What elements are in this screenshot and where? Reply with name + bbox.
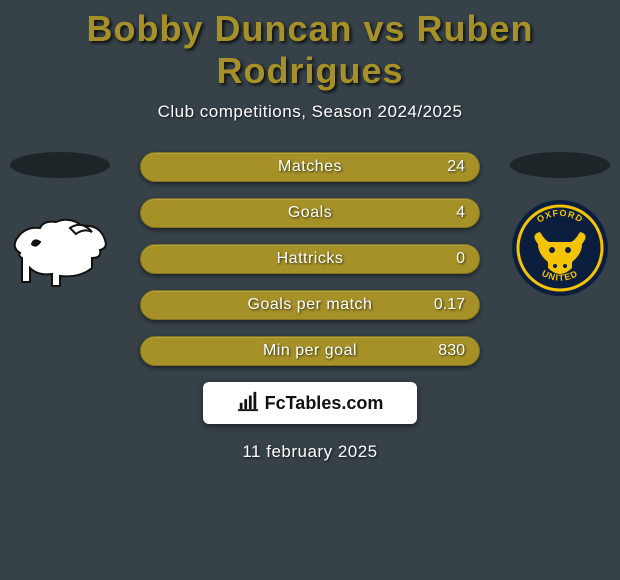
page-title: Bobby Duncan vs Ruben Rodrigues bbox=[0, 0, 620, 92]
stat-label: Matches bbox=[278, 158, 342, 176]
player-shadow-right bbox=[510, 152, 610, 178]
stats-list: Matches 24 Goals 4 Hattricks 0 Goals per… bbox=[140, 152, 480, 366]
team-logo-left bbox=[10, 198, 110, 298]
stat-right-value: 830 bbox=[438, 342, 465, 360]
stat-label: Min per goal bbox=[263, 342, 357, 360]
brand-box: FcTables.com bbox=[203, 382, 417, 424]
date-text: 11 february 2025 bbox=[0, 442, 620, 462]
left-team-col bbox=[0, 152, 120, 298]
stat-right-value: 4 bbox=[456, 204, 465, 222]
comparison-content: OXFORD UNITED Matches 24 Goals bbox=[0, 152, 620, 462]
stat-row-matches: Matches 24 bbox=[140, 152, 480, 182]
stat-row-goals-per-match: Goals per match 0.17 bbox=[140, 290, 480, 320]
stat-row-goals: Goals 4 bbox=[140, 198, 480, 228]
team-logo-right: OXFORD UNITED bbox=[510, 198, 610, 298]
stat-label: Hattricks bbox=[277, 250, 344, 268]
stat-right-value: 0.17 bbox=[434, 296, 465, 314]
stat-right-value: 24 bbox=[447, 158, 465, 176]
stat-label: Goals per match bbox=[248, 296, 373, 314]
bar-chart-icon bbox=[237, 390, 259, 417]
stat-row-hattricks: Hattricks 0 bbox=[140, 244, 480, 274]
stat-label: Goals bbox=[288, 204, 332, 222]
subtitle: Club competitions, Season 2024/2025 bbox=[0, 102, 620, 122]
stat-row-min-per-goal: Min per goal 830 bbox=[140, 336, 480, 366]
brand-text: FcTables.com bbox=[265, 393, 384, 414]
player-shadow-left bbox=[10, 152, 110, 178]
stat-right-value: 0 bbox=[456, 250, 465, 268]
right-team-col: OXFORD UNITED bbox=[500, 152, 620, 298]
